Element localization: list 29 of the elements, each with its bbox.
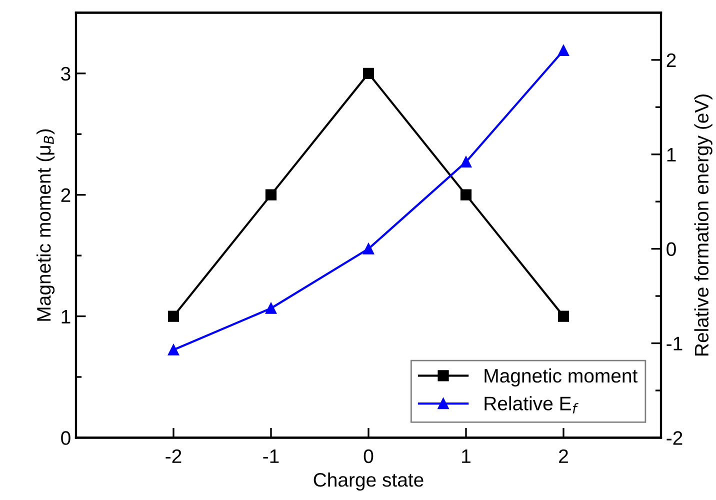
- x-tick-label: -1: [263, 450, 279, 463]
- point: [558, 310, 570, 322]
- point: [168, 310, 180, 322]
- point: [558, 44, 570, 56]
- point: [265, 189, 277, 200]
- x-tick-label: 1: [462, 450, 470, 463]
- y-axis-title: Magnetic moment (μ$_{B}$): [36, 129, 55, 321]
- y2-tick-label: 1: [667, 148, 676, 162]
- x-tick-label: 2: [559, 449, 568, 463]
- point: [460, 189, 472, 200]
- y-tick-label: 3: [61, 66, 70, 81]
- x-tick-label: -2: [166, 449, 182, 463]
- y-tick-label: 2: [61, 188, 70, 202]
- y2-tick-label: 0: [666, 242, 676, 256]
- y-tick-label: 0: [61, 431, 70, 445]
- point: [265, 302, 277, 314]
- y-tick-label: 1: [62, 310, 70, 324]
- x-axis-title: Charge state: [314, 472, 424, 491]
- point: [362, 243, 374, 254]
- point: [168, 344, 180, 356]
- point: [460, 156, 472, 168]
- y2-tick-label: 2: [666, 53, 676, 67]
- y2-tick-label: -2: [666, 431, 682, 445]
- legend-label: Magnetic moment: [484, 368, 638, 387]
- y2-tick-label: -1: [666, 336, 682, 350]
- point: [362, 68, 374, 79]
- x-tick-label: 0: [364, 449, 374, 464]
- legend-label: Relative E$_{f}$: [484, 396, 578, 414]
- y2-axis-title: Relative formation energy (eV): [694, 94, 712, 356]
